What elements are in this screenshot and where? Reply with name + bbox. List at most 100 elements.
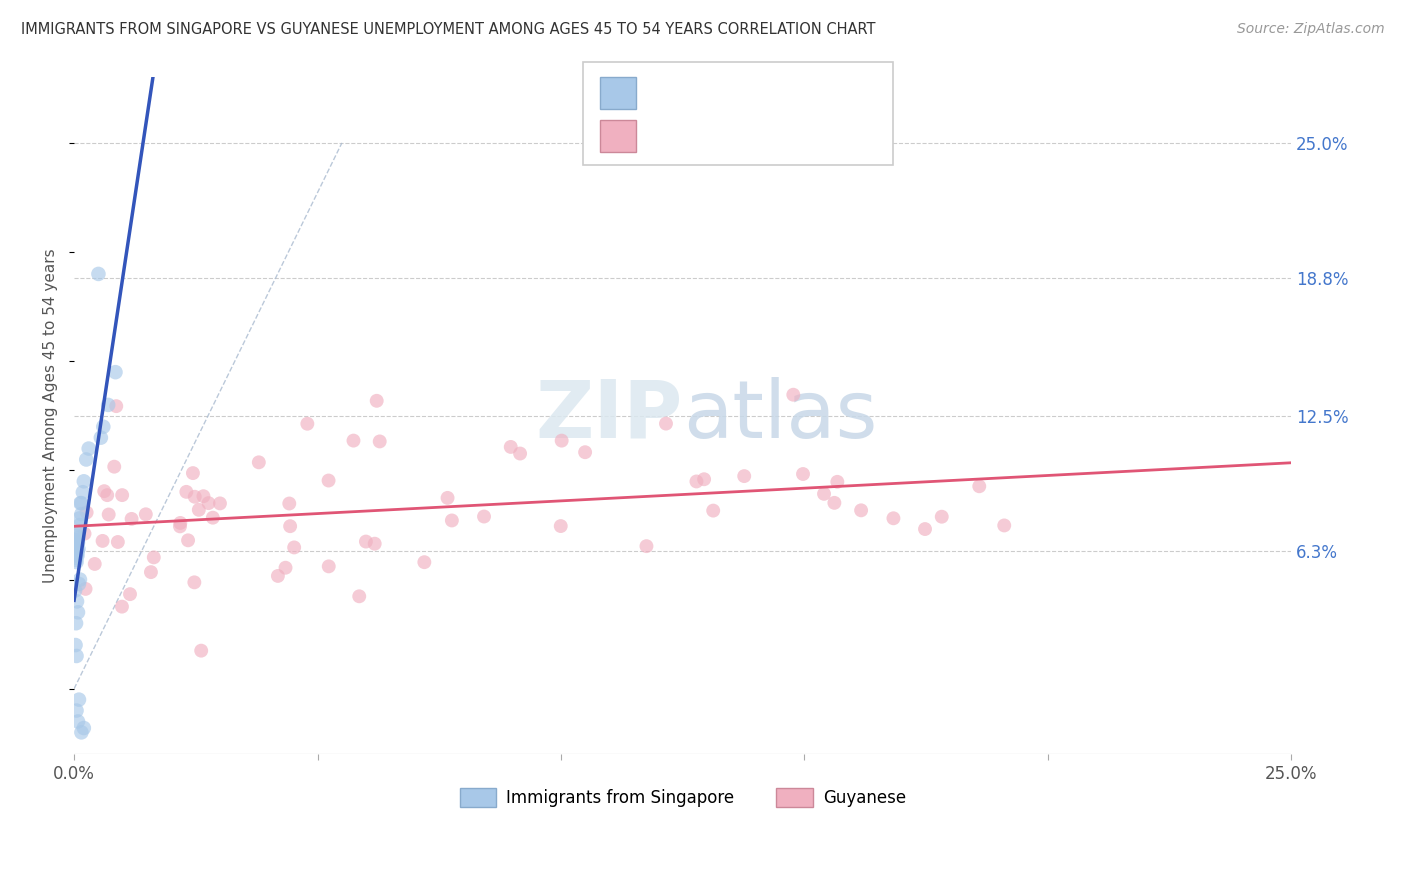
Point: [65, 638, 87, 652]
Point: [111, 599, 134, 614]
Point: [349, 589, 371, 603]
Point: [827, 475, 849, 489]
Point: [702, 503, 724, 517]
Point: [318, 559, 340, 574]
Y-axis label: Unemployment Among Ages 45 to 54 years: Unemployment Among Ages 45 to 54 years: [44, 249, 58, 583]
Point: [472, 509, 495, 524]
Point: [655, 417, 678, 431]
Point: [70, 496, 93, 510]
Point: [267, 569, 290, 583]
Text: atlas: atlas: [683, 376, 877, 455]
Point: [366, 393, 388, 408]
Point: [118, 587, 141, 601]
Point: [121, 512, 143, 526]
Point: [66, 605, 89, 619]
Point: [76, 506, 98, 520]
Point: [574, 445, 596, 459]
Point: [283, 541, 305, 555]
Point: [97, 398, 120, 412]
Point: [193, 489, 215, 503]
Point: [70, 725, 93, 739]
Point: [183, 575, 205, 590]
Point: [693, 472, 716, 486]
Point: [197, 496, 219, 510]
Point: [65, 704, 87, 718]
Text: R = 0.125   N = 72: R = 0.125 N = 72: [647, 128, 792, 144]
Point: [181, 466, 204, 480]
Point: [66, 549, 89, 563]
Point: [67, 692, 90, 706]
Point: [278, 519, 301, 533]
Point: [70, 507, 93, 521]
Point: [66, 531, 89, 545]
Point: [63, 583, 86, 598]
Point: [105, 399, 128, 413]
Point: [139, 565, 162, 579]
Point: [201, 510, 224, 524]
Point: [169, 516, 191, 530]
Point: [66, 594, 89, 608]
Point: [499, 440, 522, 454]
Point: [66, 544, 89, 558]
Point: [247, 455, 270, 469]
Point: [63, 540, 86, 554]
Point: [967, 479, 990, 493]
Point: [636, 539, 658, 553]
Point: [436, 491, 458, 505]
Point: [142, 550, 165, 565]
Point: [914, 522, 936, 536]
Point: [685, 475, 707, 489]
Point: [104, 365, 127, 379]
Point: [73, 526, 96, 541]
Point: [65, 533, 87, 548]
Point: [278, 496, 301, 510]
Point: [931, 509, 953, 524]
Point: [90, 431, 112, 445]
Point: [65, 555, 87, 569]
Point: [135, 508, 157, 522]
Point: [177, 533, 200, 548]
Point: [67, 577, 90, 591]
Point: [550, 519, 572, 533]
Point: [111, 488, 134, 502]
Legend: Immigrants from Singapore, Guyanese: Immigrants from Singapore, Guyanese: [453, 781, 912, 814]
Point: [66, 538, 89, 552]
Point: [87, 267, 110, 281]
Point: [66, 714, 89, 729]
Point: [83, 557, 105, 571]
Point: [509, 446, 531, 460]
Point: [368, 434, 391, 449]
Point: [190, 643, 212, 657]
Point: [107, 535, 129, 549]
Point: [73, 475, 96, 489]
Point: [72, 485, 94, 500]
Point: [782, 388, 804, 402]
Point: [66, 546, 89, 560]
Point: [69, 511, 91, 525]
Point: [69, 573, 91, 587]
Text: R = 0.512   N = 43: R = 0.512 N = 43: [647, 86, 792, 101]
Point: [733, 469, 755, 483]
Point: [75, 582, 97, 596]
Point: [69, 518, 91, 533]
Point: [65, 648, 87, 663]
Point: [274, 560, 297, 574]
Point: [208, 496, 231, 510]
Point: [169, 519, 191, 533]
Point: [187, 503, 209, 517]
Point: [65, 550, 87, 565]
Point: [849, 503, 872, 517]
Point: [882, 511, 904, 525]
Point: [66, 535, 89, 549]
Point: [65, 544, 87, 558]
Point: [792, 467, 814, 481]
Point: [354, 534, 377, 549]
Point: [91, 533, 114, 548]
Point: [65, 553, 87, 567]
Point: [176, 484, 198, 499]
Point: [342, 434, 364, 448]
Point: [364, 537, 387, 551]
Point: [65, 529, 87, 543]
Point: [69, 496, 91, 510]
Point: [77, 442, 100, 456]
